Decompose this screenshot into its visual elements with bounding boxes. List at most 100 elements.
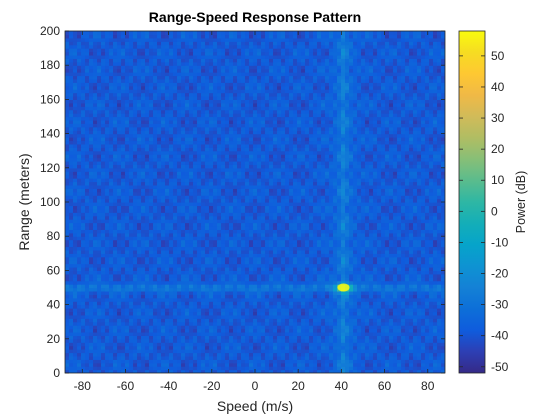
heatmap-cell: [205, 345, 210, 350]
heatmap-cell: [65, 239, 70, 244]
heatmap-cell: [65, 273, 70, 278]
heatmap-cell: [161, 308, 166, 313]
heatmap-cell: [413, 297, 418, 302]
heatmap-cell: [277, 287, 282, 292]
heatmap-cell: [305, 366, 310, 371]
heatmap-cell: [385, 212, 390, 217]
heatmap-cell: [281, 215, 286, 220]
heatmap-cell: [93, 297, 98, 302]
heatmap-cell: [193, 249, 198, 254]
heatmap-cell: [225, 335, 230, 340]
heatmap-cell: [201, 297, 206, 302]
heatmap-cell: [417, 232, 422, 237]
heatmap-cell: [141, 359, 146, 364]
heatmap-cell: [221, 294, 226, 299]
heatmap-cell: [209, 277, 214, 282]
heatmap-cell: [305, 208, 310, 213]
heatmap-cell: [121, 335, 126, 340]
heatmap-cell: [341, 362, 346, 367]
heatmap-cell: [121, 359, 126, 364]
heatmap-cell: [153, 349, 158, 354]
heatmap-cell: [205, 304, 210, 309]
heatmap-cell: [325, 273, 330, 278]
heatmap-cell: [121, 198, 126, 203]
heatmap-cell: [161, 345, 166, 350]
heatmap-cell: [169, 243, 174, 248]
heatmap-cell: [437, 359, 442, 364]
heatmap-cell: [149, 335, 154, 340]
heatmap-cell: [149, 229, 154, 234]
heatmap-cell: [97, 331, 102, 336]
heatmap-cell: [105, 232, 110, 237]
heatmap-cell: [337, 355, 342, 360]
heatmap-cell: [285, 328, 290, 333]
heatmap-cell: [273, 191, 278, 196]
heatmap-cell: [361, 273, 366, 278]
heatmap-cell: [297, 253, 302, 258]
heatmap-cell: [225, 352, 230, 357]
heatmap-cell: [441, 355, 445, 360]
heatmap-cell: [177, 229, 182, 234]
heatmap-cell: [93, 359, 98, 364]
heatmap-cell: [225, 277, 230, 282]
heatmap-cell: [437, 301, 442, 306]
heatmap-cell: [365, 290, 370, 295]
heatmap-cell: [121, 246, 126, 251]
heatmap-cell: [129, 290, 134, 295]
heatmap-cell: [197, 331, 202, 336]
heatmap-cell: [221, 328, 226, 333]
heatmap-cell: [381, 195, 386, 200]
heatmap-cell: [101, 236, 106, 241]
heatmap-cell: [149, 212, 154, 217]
heatmap-cell: [393, 270, 398, 275]
heatmap-cell: [305, 349, 310, 354]
heatmap-cell: [397, 246, 402, 251]
heatmap-cell: [321, 263, 326, 268]
heatmap-cell: [133, 239, 138, 244]
heatmap-cell: [201, 195, 206, 200]
heatmap-cell: [341, 243, 346, 248]
heatmap-cell: [161, 270, 166, 275]
heatmap-cell: [109, 232, 114, 237]
heatmap-cell: [65, 362, 70, 367]
heatmap-cell: [405, 284, 410, 289]
heatmap-cell: [325, 328, 330, 333]
heatmap-cell: [261, 290, 266, 295]
heatmap-cell: [157, 266, 162, 271]
heatmap-cell: [233, 202, 238, 207]
heatmap-cell: [421, 349, 426, 354]
heatmap-cell: [285, 294, 290, 299]
heatmap-cell: [69, 311, 74, 316]
heatmap-cell: [261, 308, 266, 313]
heatmap-cell: [401, 325, 406, 330]
heatmap-cell: [253, 331, 258, 336]
heatmap-cell: [245, 287, 250, 292]
heatmap-cell: [433, 301, 438, 306]
heatmap-cell: [73, 266, 78, 271]
heatmap-cell: [177, 297, 182, 302]
heatmap-cell: [293, 215, 298, 220]
heatmap-cell: [85, 212, 90, 217]
heatmap-cell: [365, 246, 370, 251]
heatmap-cell: [301, 249, 306, 254]
heatmap-cell: [249, 229, 254, 234]
heatmap-cell: [249, 208, 254, 213]
heatmap-cell: [141, 314, 146, 319]
heatmap-cell: [253, 215, 258, 220]
heatmap-cell: [245, 294, 250, 299]
heatmap-cell: [353, 266, 358, 271]
heatmap-cell: [281, 253, 286, 258]
heatmap-cell: [141, 369, 146, 373]
heatmap-cell: [417, 253, 422, 258]
heatmap-cell: [161, 338, 166, 343]
heatmap-cell: [265, 345, 270, 350]
heatmap-cell: [357, 301, 362, 306]
heatmap-cell: [289, 256, 294, 261]
heatmap-plot: [65, 31, 445, 373]
heatmap-cell: [377, 308, 382, 313]
heatmap-cell: [245, 212, 250, 217]
heatmap-cell: [293, 314, 298, 319]
heatmap-cell: [129, 273, 134, 278]
heatmap-cell: [409, 243, 414, 248]
heatmap-cell: [309, 335, 314, 340]
